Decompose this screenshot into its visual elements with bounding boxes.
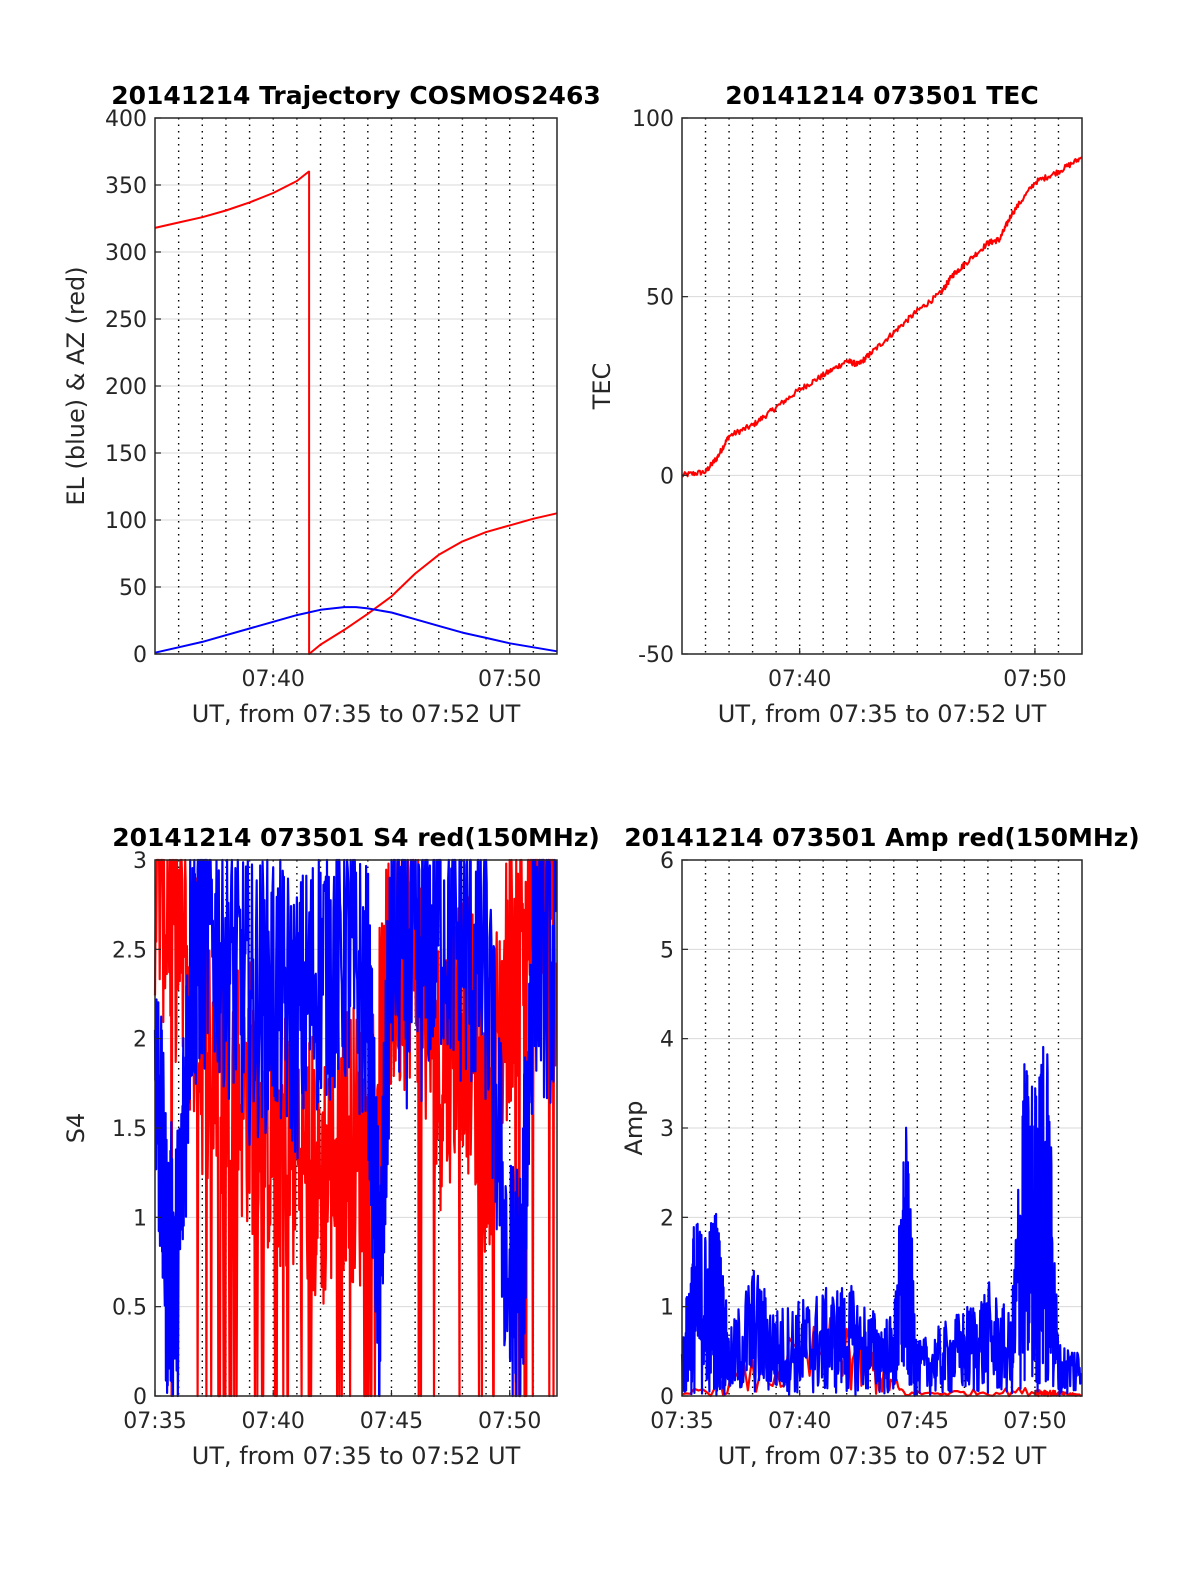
y-tick-label: 200 <box>105 375 147 400</box>
y-tick-label: 2 <box>133 1028 147 1053</box>
x-axis-label: UT, from 07:35 to 07:52 UT <box>192 1442 521 1470</box>
y-tick-label: 300 <box>105 241 147 266</box>
x-tick-label: 07:45 <box>886 1409 949 1434</box>
chart-title: 20141214 Trajectory COSMOS2463 <box>111 81 601 110</box>
y-tick-label: 1.5 <box>112 1117 147 1142</box>
series-line-1 <box>681 156 1083 478</box>
y-tick-label: 6 <box>660 849 674 874</box>
x-tick-label: 07:40 <box>768 1409 831 1434</box>
y-tick-label: 100 <box>105 509 147 534</box>
y-tick-label: 0.5 <box>112 1296 147 1321</box>
x-tick-label: 07:50 <box>1003 667 1066 692</box>
series-line-1 <box>154 170 558 655</box>
series-line-2 <box>680 1045 1083 1397</box>
axes-frame <box>681 117 1083 655</box>
x-tick-label: 07:40 <box>242 1409 305 1434</box>
y-tick-label: 4 <box>660 1028 674 1053</box>
y-tick-label: 3 <box>133 849 147 874</box>
x-axis-label: UT, from 07:35 to 07:52 UT <box>192 700 521 728</box>
y-tick-label: 1 <box>133 1206 147 1231</box>
y-tick-label: 1 <box>660 1296 674 1321</box>
chart-title: 20141214 073501 S4 red(150MHz) <box>112 823 600 852</box>
y-tick-label: 2 <box>660 1206 674 1231</box>
y-tick-label: 100 <box>632 107 674 132</box>
x-tick-label: 07:35 <box>650 1409 713 1434</box>
x-axis-label: UT, from 07:35 to 07:52 UT <box>718 700 1047 728</box>
y-tick-label: 400 <box>105 107 147 132</box>
y-tick-label: 250 <box>105 308 147 333</box>
chart-3: 0 0.5 1 1.5 2 2.5 3 07:35 07:40 07:45 07:50 2014121… <box>62 823 600 1470</box>
x-tick-label: 07:40 <box>768 667 831 692</box>
y-tick-label: -50 <box>638 643 674 668</box>
x-tick-label: 07:35 <box>123 1409 186 1434</box>
y-tick-label: 350 <box>105 174 147 199</box>
x-tick-label: 07:50 <box>478 667 541 692</box>
y-tick-label: 5 <box>660 938 674 963</box>
chart-1: 0 50 100 150 200 250 300 350 400 07:40 07:50 201412… <box>62 81 601 728</box>
y-tick-label: 2.5 <box>112 938 147 963</box>
y-tick-label: 150 <box>105 442 147 467</box>
y-tick-label: 0 <box>660 464 674 489</box>
series-line-2 <box>153 858 558 1398</box>
x-axis-label: UT, from 07:35 to 07:52 UT <box>718 1442 1047 1470</box>
chart-2: -50 0 50 100 07:40 07:50 20141214 073501 TEC UT… <box>588 81 1083 728</box>
y-tick-label: 50 <box>119 576 147 601</box>
y-axis-label: TEC <box>588 363 616 411</box>
chart-title: 20141214 073501 TEC <box>725 81 1038 110</box>
series-line-2 <box>154 606 558 654</box>
y-tick-label: 50 <box>646 286 674 311</box>
y-tick-label: 3 <box>660 1117 674 1142</box>
y-tick-label: 0 <box>133 643 147 668</box>
x-tick-label: 07:50 <box>478 1409 541 1434</box>
y-tick-label: 0 <box>133 1385 147 1410</box>
x-tick-label: 07:50 <box>1003 1409 1066 1434</box>
x-tick-label: 07:40 <box>242 667 305 692</box>
y-axis-label: Amp <box>620 1100 648 1155</box>
y-tick-label: 0 <box>660 1385 674 1410</box>
y-axis-label: S4 <box>62 1113 90 1144</box>
chart-4: 0 1 2 3 4 5 6 07:35 07:40 07:45 07:50 20141214 0735… <box>620 823 1140 1470</box>
y-axis-label: EL (blue) & AZ (red) <box>62 266 90 505</box>
chart-title: 20141214 073501 Amp red(150MHz) <box>624 823 1140 852</box>
x-tick-label: 07:45 <box>360 1409 423 1434</box>
